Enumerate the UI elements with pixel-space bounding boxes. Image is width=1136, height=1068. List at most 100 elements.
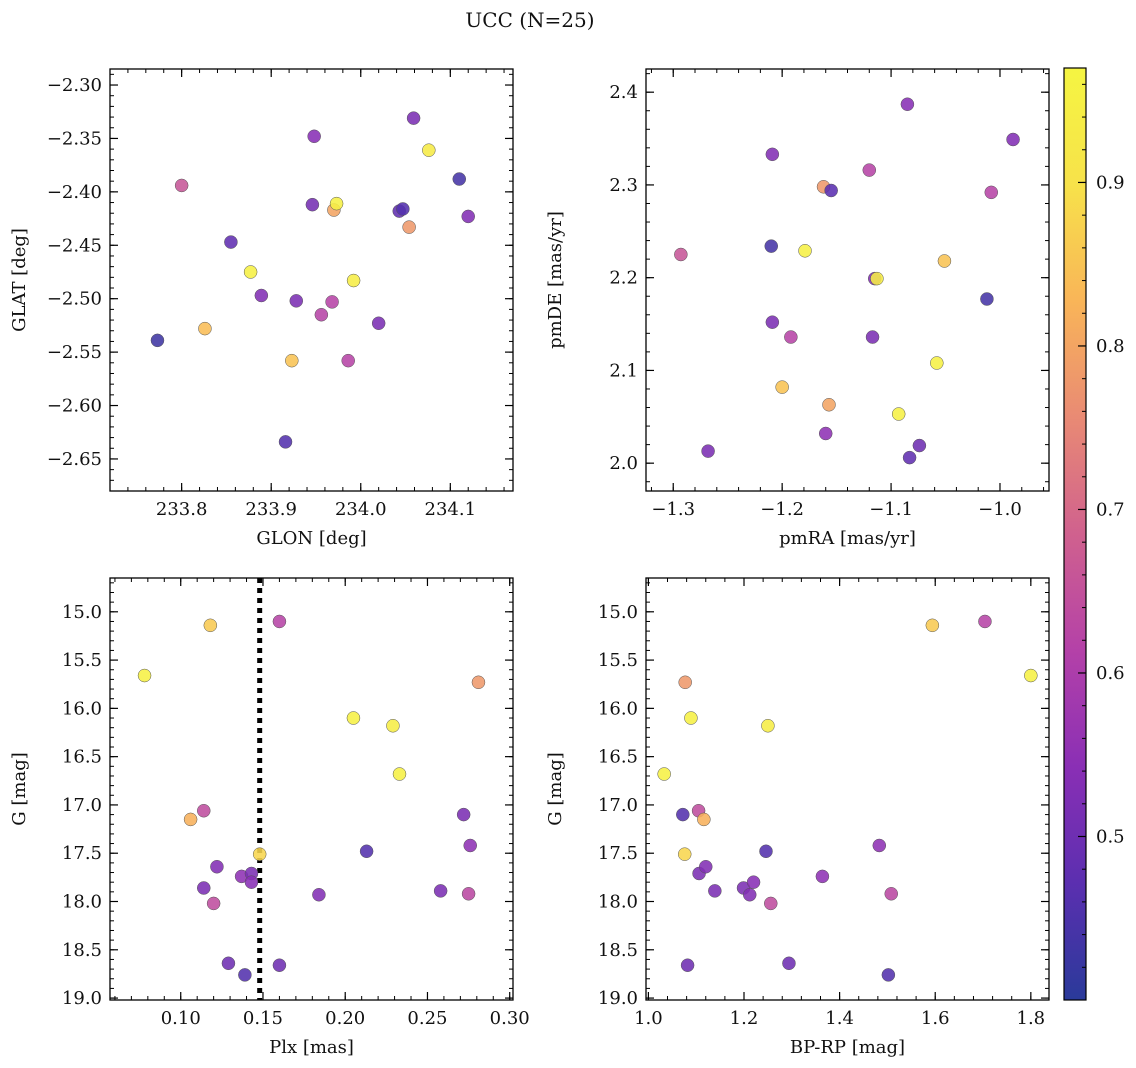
x-tick-label: 0.20 — [325, 1008, 365, 1029]
y-tick-label: −2.40 — [47, 182, 102, 203]
y-tick-label: 18.5 — [598, 940, 638, 961]
scatter-point — [224, 235, 238, 249]
scatter-point — [210, 859, 224, 874]
scatter-point — [203, 618, 218, 633]
scatter-point — [678, 675, 692, 690]
x-tick-label: −1.0 — [978, 499, 1022, 520]
scatter-point — [463, 838, 477, 853]
x-tick-label: 233.8 — [156, 499, 208, 520]
scatter-point — [798, 244, 812, 258]
x-tick-label: 1.0 — [634, 1008, 663, 1029]
y-tick-label: 16.5 — [598, 747, 638, 768]
y-axis-label: G [mag] — [9, 752, 30, 825]
scatter-point — [865, 330, 880, 344]
scatter-point — [307, 129, 321, 144]
y-axis-label: GLAT [deg] — [9, 228, 30, 332]
scatter-point — [471, 675, 486, 690]
y-tick-label: −2.50 — [47, 289, 102, 310]
x-tick-label: 1.6 — [921, 1008, 950, 1029]
scatter-point — [676, 807, 690, 822]
scatter-point — [782, 956, 796, 971]
scatter-panel-glon-glat: 233.8 233.9 234.0 234.1 −2.30 −2.35 −2.40 −2.45… — [9, 68, 514, 549]
y-tick-label: 2.4 — [609, 82, 638, 103]
y-tick-label: −2.55 — [47, 342, 102, 363]
y-tick-label: −2.35 — [47, 128, 102, 149]
y-tick-label: 18.5 — [62, 940, 102, 961]
x-axis-label: GLON [deg] — [256, 528, 366, 549]
scatter-point — [314, 307, 329, 322]
scatter-point — [305, 197, 320, 212]
y-tick-label: −2.30 — [47, 75, 102, 96]
scatter-panel-bprp-g: 1.0 1.2 1.4 1.6 1.8 15.0 15.5 16.0 16.5 17.0 17.5 1… — [545, 577, 1050, 1058]
x-tick-label: 234.1 — [425, 499, 477, 520]
y-tick-label: 17.0 — [598, 795, 638, 816]
colorbar: 0.5 0.6 0.7 0.8 0.9 — [1063, 67, 1125, 1001]
y-tick-label: −2.60 — [47, 396, 102, 417]
x-tick-label: 1.2 — [730, 1008, 759, 1029]
y-axis-label: G [mag] — [545, 752, 566, 825]
scatter-point — [197, 881, 211, 895]
scatter-point — [765, 147, 780, 162]
scatter-point — [329, 196, 344, 211]
y-tick-label: 17.0 — [62, 795, 102, 816]
scatter-point — [402, 220, 416, 234]
scatter-point — [206, 896, 221, 911]
scatter-panel-pmra-pmde: −1.3 −1.2 −1.1 −1.0 2.0 2.1 2.2 2.3 2.4 pmRA [mas… — [545, 68, 1050, 549]
y-tick-label: −2.45 — [47, 235, 102, 256]
scatter-point — [925, 618, 940, 633]
scatter-point — [174, 178, 189, 193]
axes-frame — [109, 577, 514, 1001]
scatter-point — [285, 353, 299, 368]
scatter-point — [677, 847, 692, 861]
scatter-point — [674, 247, 688, 262]
scatter-point — [980, 292, 994, 306]
scatter-point — [697, 812, 711, 827]
scatter-point — [815, 869, 830, 884]
y-tick-label: 2.1 — [609, 360, 638, 381]
scatter-point — [708, 884, 722, 898]
scatter-point — [461, 887, 476, 901]
x-tick-label: 1.4 — [825, 1008, 854, 1029]
y-tick-label: 2.2 — [609, 268, 638, 289]
scatter-point — [359, 844, 374, 859]
axes-frame — [109, 68, 514, 492]
scatter-panel-plx-g: 0.10 0.15 0.20 0.25 0.30 15.0 15.5 16.0 16.5 17.0… — [9, 577, 530, 1058]
x-tick-label: 0.30 — [490, 1008, 530, 1029]
scatter-point — [764, 239, 779, 253]
y-tick-label: 15.5 — [598, 650, 638, 671]
scatter-point — [254, 288, 269, 303]
x-tick-label: 234.0 — [335, 499, 387, 520]
scatter-point — [818, 426, 833, 441]
scatter-point — [699, 859, 713, 874]
y-tick-label: 17.5 — [62, 843, 102, 864]
scatter-point — [1024, 668, 1038, 683]
scatter-point — [346, 711, 361, 725]
scatter-point — [912, 438, 927, 453]
scatter-point — [198, 321, 212, 336]
scatter-point — [221, 956, 236, 971]
scatter-point — [784, 330, 798, 344]
scatter-point — [183, 812, 198, 827]
colorbar-tick-label: 0.6 — [1096, 663, 1125, 684]
x-axis-label: BP-RP [mag] — [790, 1037, 905, 1058]
y-tick-label: 15.5 — [62, 650, 102, 671]
scatter-point — [325, 295, 339, 309]
colorbar-gradient — [1063, 67, 1087, 1001]
scatter-point — [252, 847, 267, 861]
scatter-point — [461, 209, 475, 224]
scatter-point — [900, 97, 915, 111]
x-tick-label: 0.10 — [161, 1008, 201, 1029]
scatter-point — [862, 163, 877, 177]
y-tick-label: 2.3 — [609, 175, 638, 196]
axes-frame — [645, 68, 1050, 492]
scatter-point — [891, 407, 906, 421]
scatter-point — [746, 875, 761, 889]
colorbar-tick-label: 0.8 — [1096, 336, 1125, 357]
y-tick-label: −2.65 — [47, 449, 102, 470]
scatter-point — [701, 444, 715, 458]
scatter-point — [884, 887, 898, 901]
scatter-point — [433, 884, 448, 898]
x-tick-label: 0.15 — [243, 1008, 283, 1029]
scatter-point — [902, 450, 917, 465]
colorbar-tick-label: 0.9 — [1096, 172, 1125, 193]
